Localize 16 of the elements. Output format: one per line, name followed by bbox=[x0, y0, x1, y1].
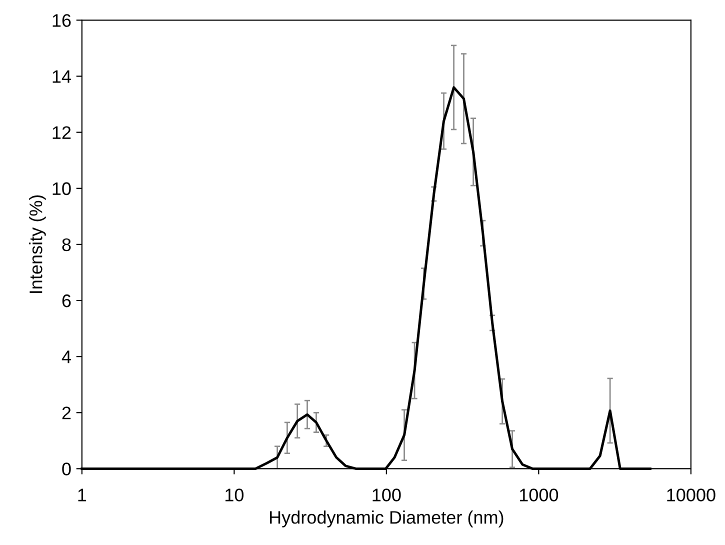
x-tick-label: 1 bbox=[78, 488, 86, 502]
x-tick-label: 10000 bbox=[667, 488, 716, 502]
y-axis-title: Intensity (%) bbox=[29, 195, 46, 293]
y-tick-label: 12 bbox=[52, 126, 71, 139]
y-tick-label: 8 bbox=[62, 238, 71, 252]
x-tick-label: 10 bbox=[226, 488, 244, 502]
x-tick-label: 100 bbox=[372, 488, 401, 502]
y-tick-label: 2 bbox=[62, 406, 71, 420]
y-tick-label: 14 bbox=[52, 70, 71, 83]
x-tick-label: 1000 bbox=[520, 488, 558, 502]
y-tick-label: 4 bbox=[62, 350, 71, 364]
y-tick-label: 10 bbox=[52, 182, 71, 196]
y-tick-label: 0 bbox=[62, 462, 71, 476]
y-tick-label: 6 bbox=[62, 294, 71, 308]
y-tick-label: 16 bbox=[52, 14, 71, 27]
x-axis-title: Hydrodynamic Diameter (nm) bbox=[270, 510, 504, 528]
